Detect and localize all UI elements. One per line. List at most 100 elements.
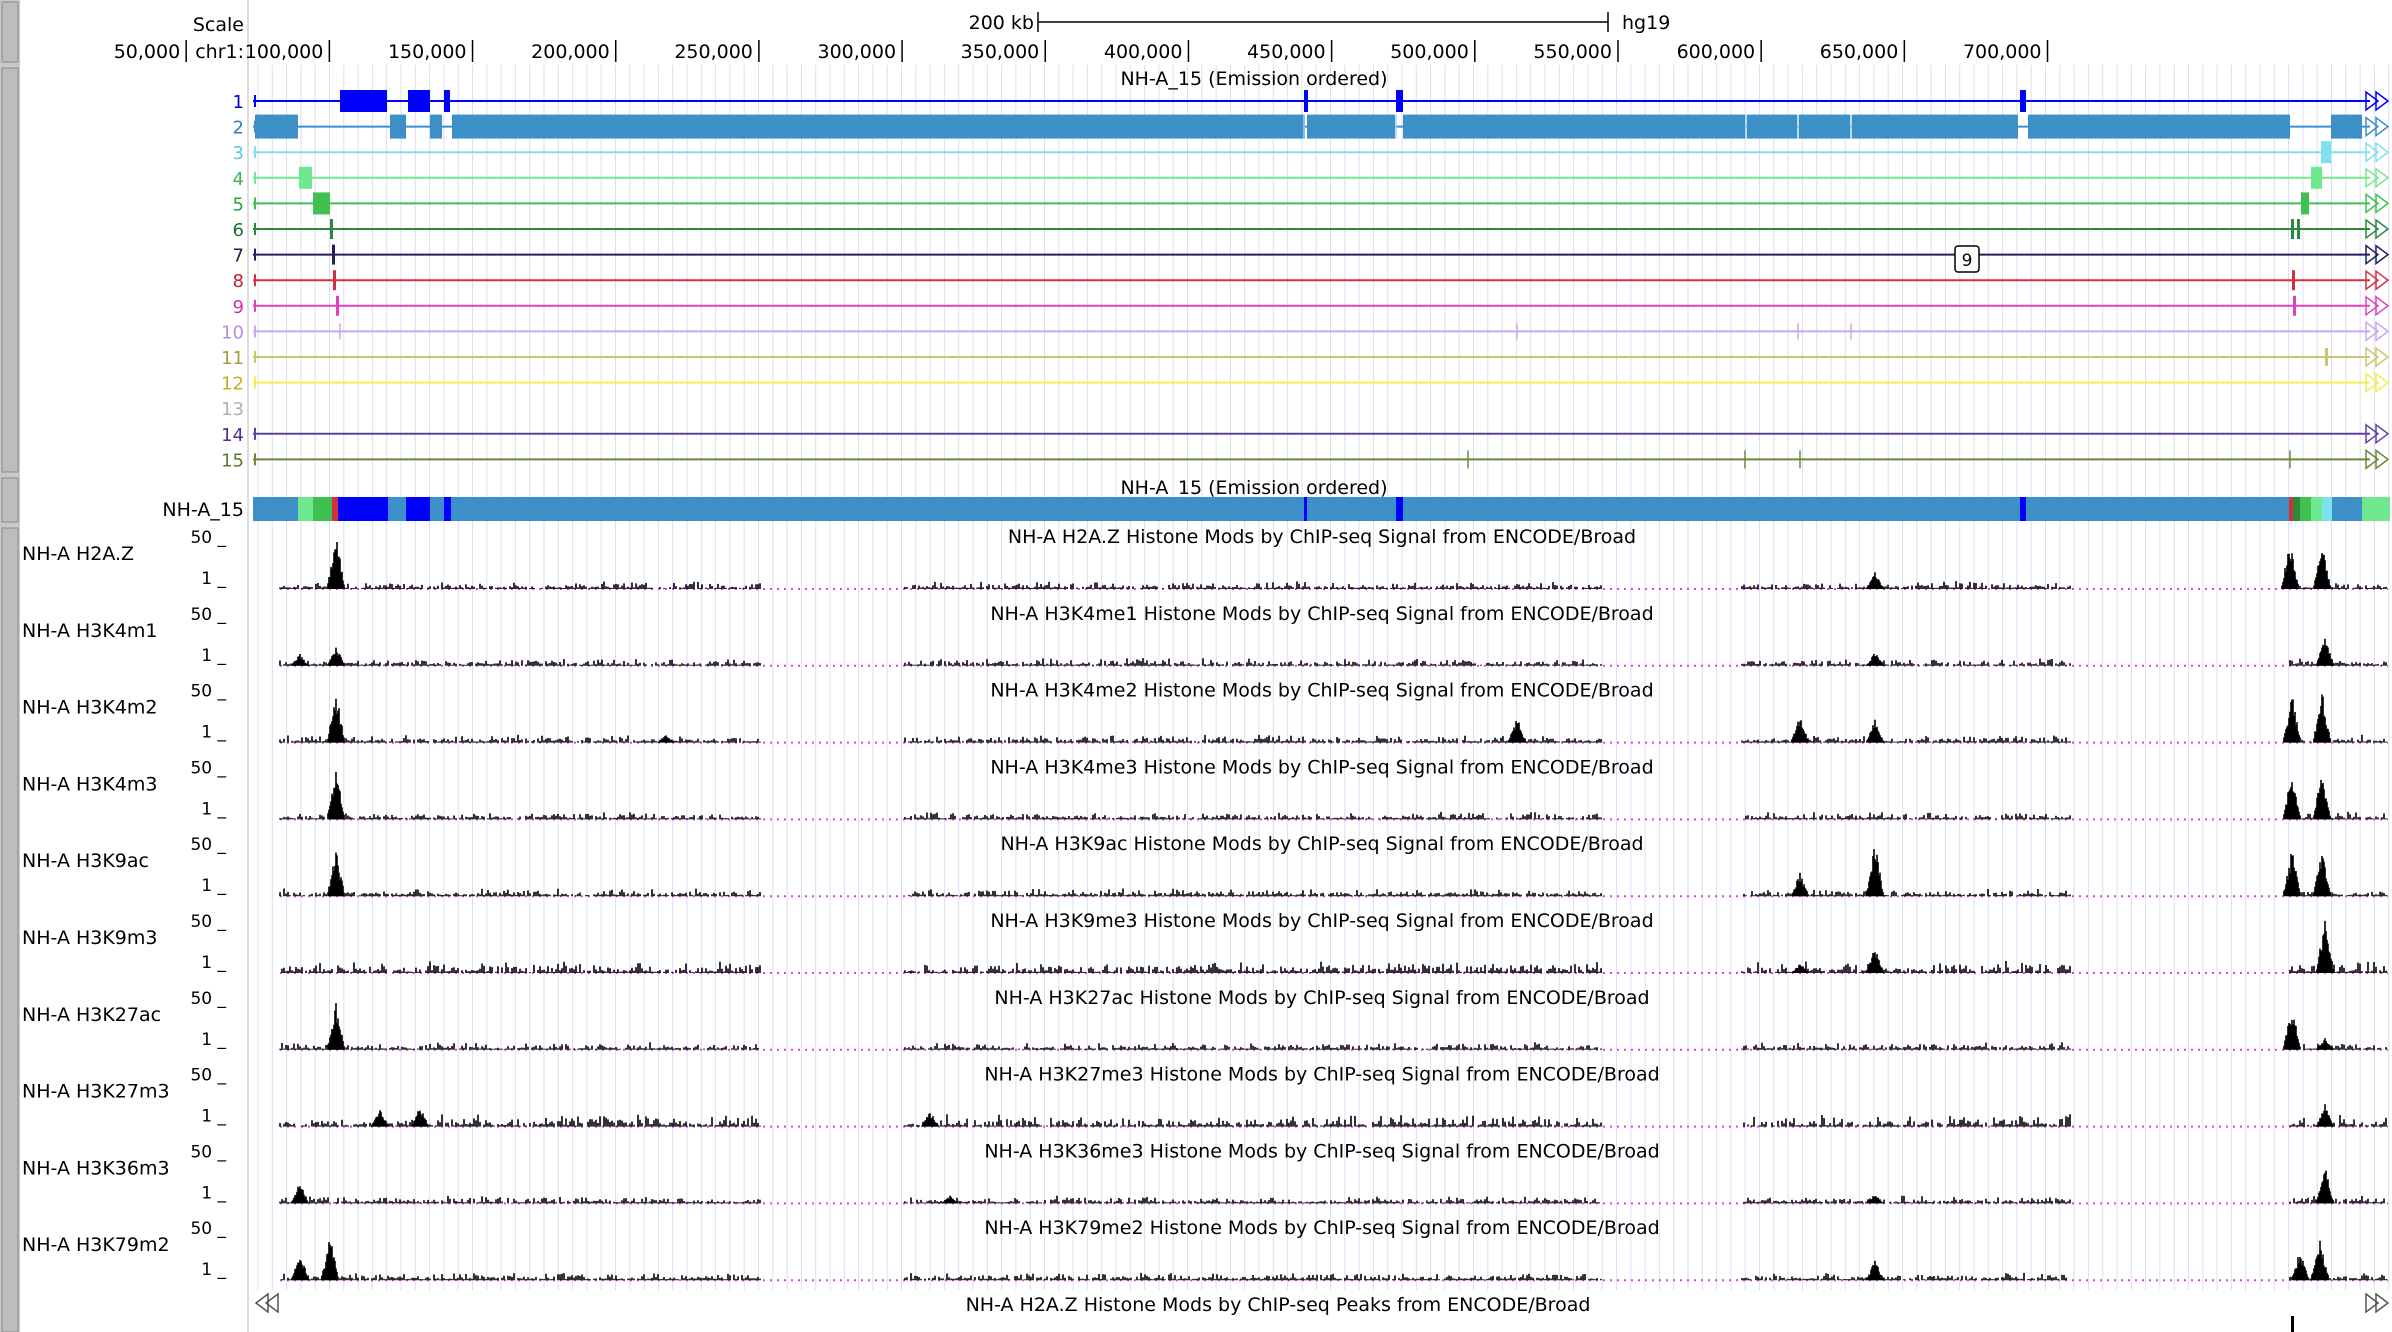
ruler-tick-label: 650,000	[1820, 41, 1899, 63]
state-arrow-icon	[2375, 90, 2390, 112]
histone-track[interactable]: NH-A H3K9m3 50 _ 1 _ NH-A H3K9me3 Histone M…	[22, 910, 2388, 974]
state-block[interactable]	[2293, 295, 2296, 316]
chromhmm-dense-track-handle[interactable]	[1, 477, 19, 523]
histone-track[interactable]: NH-A H2A.Z 50 _ 1 _ NH-A H2A.Z Histone Mods…	[22, 526, 2388, 590]
state-block[interactable]	[390, 114, 406, 139]
histone-track[interactable]: NH-A H3K27ac 50 _ 1 _ NH-A H3K27ac Histone …	[22, 987, 2388, 1051]
state-block[interactable]	[1307, 114, 1395, 139]
histone-track-label: NH-A H3K4m2	[22, 697, 158, 719]
state-block[interactable]	[2325, 348, 2328, 366]
histone-tracks-handle[interactable]	[1, 527, 19, 1332]
ruler-tick-label: 200,000	[531, 41, 610, 63]
state-block[interactable]	[430, 114, 442, 139]
ruler-tick-label: 450,000	[1247, 41, 1326, 63]
state-arrow-icon	[2365, 269, 2380, 291]
scroll-left-arrow2-icon[interactable]	[264, 1292, 279, 1314]
state-block[interactable]	[2321, 141, 2331, 164]
signal-peak	[327, 849, 2331, 897]
scale-max-label: 50 _	[190, 1219, 226, 1239]
histone-track-label: NH-A H3K27m3	[22, 1081, 170, 1103]
scale-max-label: 50 _	[190, 912, 226, 932]
scale-max-label: 50 _	[190, 835, 226, 855]
signal-peak	[371, 1104, 2334, 1127]
histone-track-title: NH-A H3K36me3 Histone Mods by ChIP-seq S…	[984, 1140, 1659, 1162]
dense-segment	[406, 497, 430, 521]
state-arrow-icon	[2365, 141, 2380, 163]
ruler-tick-label: 50,000	[114, 41, 180, 63]
signal-noise	[279, 581, 2387, 589]
state-block[interactable]	[1403, 114, 1745, 139]
state-block[interactable]	[1799, 114, 1850, 139]
signal-peak	[327, 542, 2331, 589]
state-block[interactable]	[255, 114, 298, 139]
scale-max-label: 50 _	[190, 989, 226, 1009]
state-block[interactable]	[313, 192, 330, 215]
histone-track-label: NH-A H3K4m3	[22, 773, 158, 795]
state-block[interactable]	[299, 166, 312, 189]
scale-min-label: 1 _	[201, 876, 226, 896]
histone-track-label: NH-A H3K9m3	[22, 927, 158, 949]
state-block[interactable]	[1396, 90, 1403, 112]
signal-noise	[279, 888, 2387, 897]
histone-track[interactable]: NH-A H3K4m3 50 _ 1 _ NH-A H3K4me3 Histone M…	[22, 756, 2388, 821]
histone-track[interactable]: NH-A H3K79m2 50 _ 1 _ NH-A H3K79me2 Histone…	[22, 1217, 2388, 1282]
state-arrow-icon	[2375, 244, 2390, 266]
histone-track-label: NH-A H3K27ac	[22, 1004, 161, 1026]
chromhmm-dense-track[interactable]: NH-A_15 (Emission ordered) NH-A_15	[162, 477, 2390, 521]
assembly-label: hg19	[1622, 12, 1670, 34]
chromhmm-state-blocks[interactable]	[255, 90, 2362, 469]
state-block[interactable]	[330, 219, 333, 239]
dense-bar-base[interactable]	[253, 497, 2390, 521]
state-block[interactable]	[332, 244, 335, 265]
chromhmm-dense-bar[interactable]	[253, 497, 2390, 521]
scale-bar-label: 200 kb	[969, 12, 1034, 34]
state-arrow-icon	[2365, 244, 2380, 266]
state-block[interactable]	[2297, 219, 2300, 239]
state-block[interactable]	[1747, 114, 1797, 139]
state-block[interactable]	[2331, 114, 2362, 139]
state-block[interactable]	[2311, 166, 2322, 189]
state-block[interactable]	[1852, 114, 2018, 139]
histone-track-label: NH-A H3K79m2	[22, 1234, 170, 1256]
scroll-right-arrow2-icon[interactable]	[2375, 1292, 2390, 1314]
state-number-label: 1	[233, 92, 244, 113]
histone-track[interactable]: NH-A H3K36m3 50 _ 1 _ NH-A H3K36me3 Histone…	[22, 1140, 2388, 1205]
chromhmm-track-handle[interactable]	[1, 67, 19, 473]
scroll-left-arrow-icon[interactable]	[254, 1292, 269, 1314]
state-block[interactable]	[333, 270, 336, 291]
state-arrow-icon	[2375, 192, 2390, 214]
peaks-track[interactable]: NH-A H2A.Z Histone Mods by ChIP-seq Peak…	[254, 1292, 2390, 1332]
state-block[interactable]	[2292, 270, 2295, 291]
state-block[interactable]	[336, 295, 339, 316]
histone-track[interactable]: NH-A H3K4m2 50 _ 1 _ NH-A H3K4me2 Histone M…	[22, 680, 2388, 744]
state-block[interactable]	[408, 90, 430, 112]
state-block[interactable]	[444, 90, 450, 112]
ruler-track-handle[interactable]	[1, 1, 19, 63]
state-arrow-icon	[2375, 269, 2390, 291]
signal-peak	[291, 1240, 2329, 1281]
base-position-ruler[interactable]: Scale chr1: 200 kb hg19 50,000 100,000 150…	[114, 12, 2049, 63]
histone-track[interactable]: NH-A H3K27m3 50 _ 1 _ NH-A H3K27me3 Histone…	[22, 1064, 2388, 1128]
state-block[interactable]	[2301, 192, 2309, 215]
ruler-tick-label: 100,000	[245, 41, 324, 63]
state-number-label: 9	[233, 297, 244, 318]
signal-noise	[279, 734, 2387, 743]
state-block[interactable]	[2291, 219, 2294, 239]
item-count-box[interactable]: 9	[1954, 245, 1980, 273]
state-block[interactable]	[2020, 90, 2026, 112]
peaks-track-title: NH-A H2A.Z Histone Mods by ChIP-seq Peak…	[966, 1294, 1591, 1316]
scroll-right-arrow-icon[interactable]	[2365, 1292, 2380, 1314]
histone-signal-tracks[interactable]: NH-A H2A.Z 50 _ 1 _ NH-A H2A.Z Histone Mods…	[22, 526, 2388, 1282]
scale-min-label: 1 _	[201, 1107, 226, 1127]
state-block[interactable]	[1304, 90, 1308, 112]
state-block[interactable]	[452, 114, 1305, 139]
state-block[interactable]	[340, 90, 387, 112]
state-number-label: 3	[233, 143, 244, 164]
histone-track[interactable]: NH-A H3K4m1 50 _ 1 _ NH-A H3K4me1 Histone M…	[22, 603, 2388, 667]
state-block[interactable]	[2028, 114, 2290, 139]
chromhmm-track-title: NH-A_15 (Emission ordered)	[1120, 68, 1387, 90]
track-handles[interactable]	[1, 1, 19, 1332]
histone-track[interactable]: NH-A H3K9ac 50 _ 1 _ NH-A H3K9ac Histone Mo…	[22, 833, 2388, 898]
chromhmm-track[interactable]: NH-A_15 (Emission ordered) 1234567891011…	[221, 68, 2390, 471]
